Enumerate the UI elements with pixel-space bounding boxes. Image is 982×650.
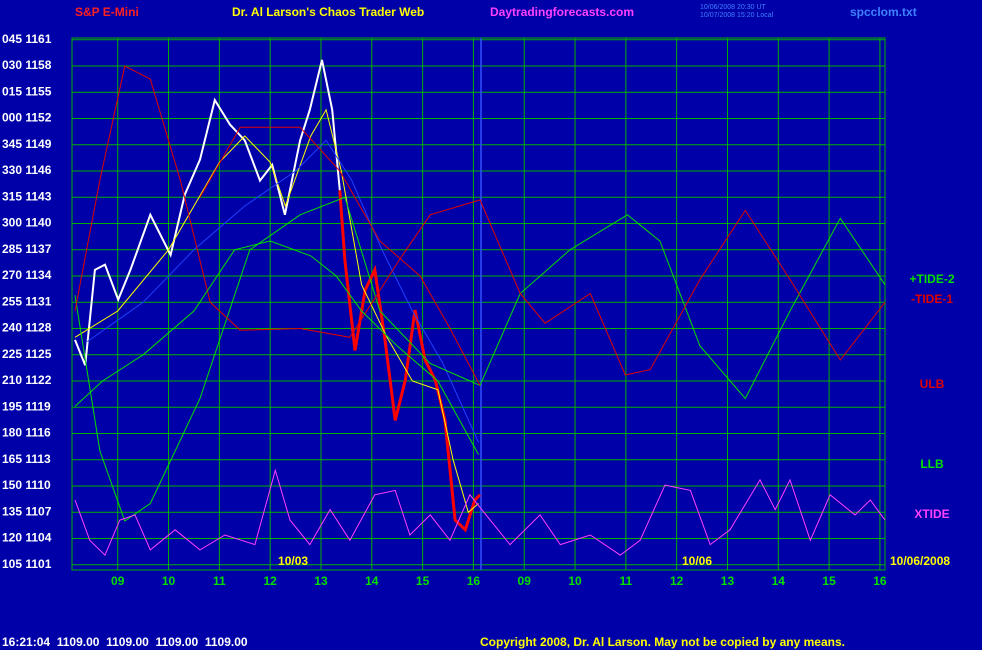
x-tick-label: 16 [873, 574, 887, 588]
series-line [74, 108, 479, 514]
y-tick-label: 180 1116 [2, 426, 51, 440]
x-tick-label: 11 [213, 574, 226, 588]
y-tick-label: 300 1140 [2, 216, 52, 230]
x-tick-label: 14 [365, 574, 379, 588]
y-tick-label: 165 1113 [2, 452, 51, 466]
plot [74, 59, 886, 556]
date-label: 10/06 [682, 554, 712, 568]
series-line [74, 468, 886, 556]
x-tick-label: 15 [822, 574, 836, 588]
grid [71, 37, 886, 571]
x-tick-label: 13 [721, 574, 735, 588]
series-line [74, 65, 886, 376]
x-tick-label: 10 [162, 574, 176, 588]
x-tick-label: 11 [620, 574, 633, 588]
series-line [74, 196, 886, 522]
y-tick-label: 015 1155 [2, 84, 52, 98]
series-label: LLB [920, 457, 944, 471]
y-tick-label: 225 1125 [2, 347, 52, 361]
y-tick-label: 030 1158 [2, 58, 52, 72]
y-tick-label: 210 1122 [2, 373, 52, 387]
symbol: S&P E-Mini [75, 5, 139, 19]
series-line [86, 139, 479, 443]
x-tick-label: 12 [263, 574, 277, 588]
y-tick-label: 315 1143 [2, 189, 52, 203]
y-tick-label: 285 1137 [2, 242, 52, 256]
series-label: XTIDE [914, 507, 949, 521]
y-tick-label: 000 1152 [2, 111, 52, 125]
status: 16:21:04 1109.00 1109.00 1109.00 1109.00 [2, 635, 248, 649]
series-line [199, 126, 481, 386]
y-tick-label: 330 1146 [2, 163, 52, 177]
x-tick-label: 16 [467, 574, 481, 588]
x-tick-label: 09 [518, 574, 532, 588]
series-label: -TIDE-1 [911, 292, 953, 306]
y-tick-label: 270 1134 [2, 268, 52, 282]
y-tick-label: 135 1107 [2, 504, 52, 518]
y-tick-label: 240 1128 [2, 321, 52, 335]
timestamp: 10/07/2008 15:20 Local [700, 12, 774, 19]
date-label: 10/03 [278, 554, 308, 568]
chart-title: Dr. Al Larson's Chaos Trader Web [232, 5, 424, 19]
y-tick-label: 345 1149 [2, 137, 52, 151]
website: Daytradingforecasts.com [490, 5, 634, 19]
y-tick-label: 045 1161 [2, 32, 52, 46]
x-tick-label: 10 [568, 574, 582, 588]
x-tick-label: 12 [670, 574, 684, 588]
timestamp: 10/06/2008 20:30 UT [700, 4, 766, 11]
x-tick-label: 09 [111, 574, 125, 588]
series-line [338, 190, 482, 533]
y-tick-label: 195 1119 [2, 399, 51, 413]
series-line [74, 240, 479, 455]
x-tick-label: 13 [314, 574, 328, 588]
end-date: 10/06/2008 [890, 554, 950, 568]
y-tick-label: 105 1101 [2, 557, 52, 571]
x-tick-label: 14 [772, 574, 786, 588]
x-tick-label: 15 [416, 574, 430, 588]
series-line [74, 59, 341, 366]
series-label: ULB [920, 377, 945, 391]
y-tick-label: 120 1104 [2, 531, 52, 545]
y-tick-label: 255 1131 [2, 294, 52, 308]
series-label: +TIDE-2 [909, 272, 954, 286]
copyright: Copyright 2008, Dr. Al Larson. May not b… [480, 635, 845, 649]
file-name: spcclom.txt [850, 5, 917, 19]
plot-frame [71, 37, 886, 571]
y-tick-label: 150 1110 [2, 478, 51, 492]
